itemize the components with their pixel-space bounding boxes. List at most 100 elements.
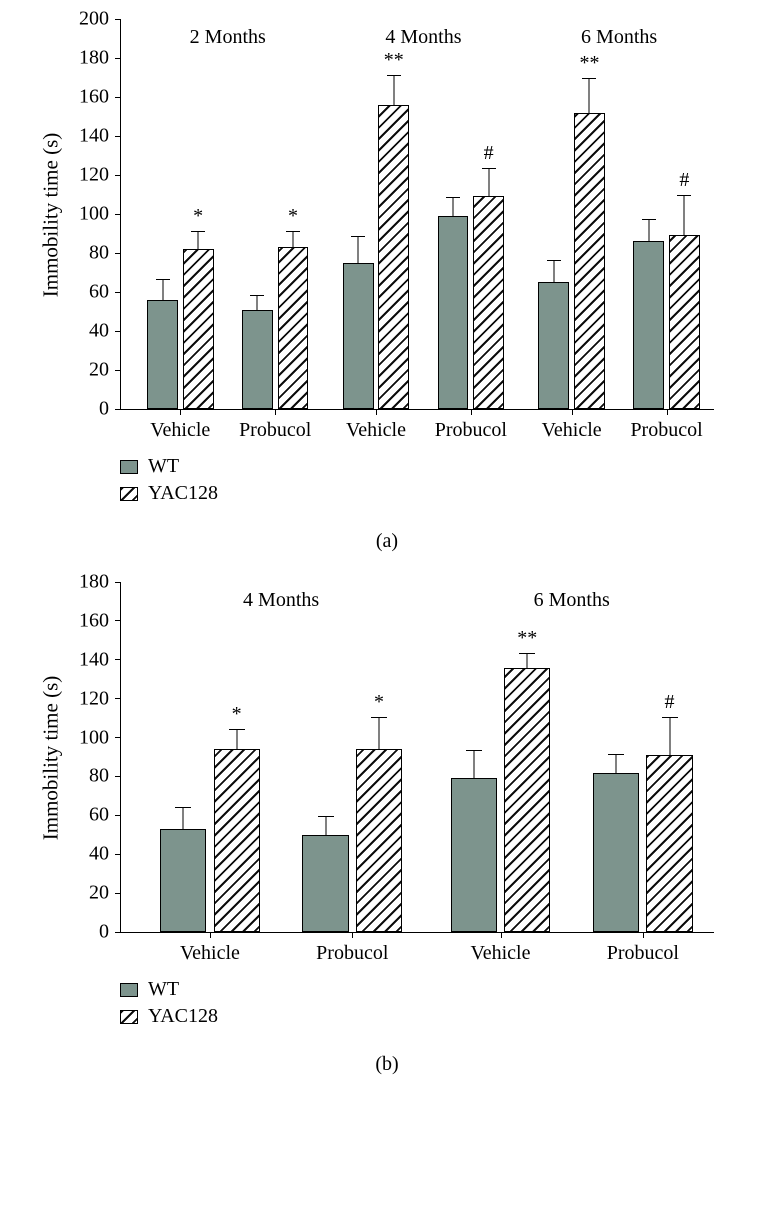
error-cap	[608, 754, 624, 755]
x-tick-label: Probucol	[316, 942, 388, 965]
bar-wt	[438, 216, 469, 409]
bar-yac128	[646, 755, 692, 932]
chart-a: Immobility time (s) 02040608010012014016…	[30, 20, 744, 553]
error-bar	[292, 232, 293, 248]
legend-label: YAC128	[148, 1005, 218, 1028]
hatch-pattern	[378, 105, 409, 409]
error-cap	[371, 717, 387, 718]
error-bar	[684, 196, 685, 235]
y-tick-label: 180	[79, 47, 109, 70]
x-tick-label: Probucol	[607, 942, 679, 965]
error-bar	[488, 169, 489, 196]
hatch-pattern	[504, 668, 550, 932]
bar-wt	[538, 282, 569, 409]
x-tick	[643, 932, 644, 938]
bar-yac128	[356, 749, 402, 932]
hatch-pattern	[646, 755, 692, 932]
error-cap	[387, 75, 401, 76]
time-group-label: 4 Months	[243, 589, 319, 612]
y-tick-label: 160	[79, 609, 109, 632]
bar-yac128	[504, 668, 550, 932]
error-cap	[677, 195, 691, 196]
error-cap	[482, 168, 496, 169]
hatch-pattern	[574, 113, 605, 409]
error-cap	[519, 653, 535, 654]
y-tick-label: 140	[79, 648, 109, 671]
x-tick-label: Vehicle	[471, 942, 531, 965]
error-bar	[648, 220, 649, 241]
x-tick-label: Probucol	[630, 419, 702, 442]
bar-yac128	[669, 235, 700, 409]
error-bar	[473, 751, 474, 778]
x-tick-label: Vehicle	[346, 419, 406, 442]
y-tick-label: 40	[89, 320, 109, 343]
x-tick-label: Vehicle	[180, 942, 240, 965]
legend-item: YAC128	[120, 482, 744, 505]
y-tick-label: 80	[89, 242, 109, 265]
y-axis-label: Immobility time (s)	[39, 132, 64, 296]
x-tick	[501, 932, 502, 938]
significance-marker: **	[579, 52, 599, 75]
error-cap	[229, 729, 245, 730]
error-bar	[589, 79, 590, 112]
error-cap	[547, 260, 561, 261]
error-bar	[669, 718, 670, 755]
y-tick-label: 100	[79, 203, 109, 226]
bar-yac128	[473, 196, 504, 409]
hatch-pattern	[356, 749, 402, 932]
error-cap	[175, 807, 191, 808]
error-cap	[318, 816, 334, 817]
subplot-label: (b)	[30, 1053, 744, 1076]
error-bar	[198, 232, 199, 250]
error-bar	[378, 718, 379, 749]
error-bar	[453, 198, 454, 216]
bar-wt	[302, 835, 348, 932]
legend-swatch-wt	[120, 983, 138, 997]
bar-wt	[242, 310, 273, 409]
plot-region: 4 Months6 MonthsVehicleProbucolVehiclePr…	[121, 583, 714, 932]
significance-marker: **	[384, 49, 404, 72]
plot-region: 2 Months4 Months6 MonthsVehicleProbucolV…	[121, 20, 714, 409]
time-group-label: 4 Months	[385, 26, 461, 49]
time-group-label: 2 Months	[190, 26, 266, 49]
error-cap	[446, 197, 460, 198]
x-tick-label: Vehicle	[542, 419, 602, 442]
error-cap	[662, 717, 678, 718]
y-tick-label: 100	[79, 726, 109, 749]
y-tick-label: 60	[89, 281, 109, 304]
y-tick-label: 40	[89, 843, 109, 866]
error-bar	[393, 76, 394, 105]
y-tick-label: 20	[89, 359, 109, 382]
y-tick-label: 120	[79, 687, 109, 710]
x-tick-label: Probucol	[239, 419, 311, 442]
significance-marker: #	[484, 142, 494, 165]
error-bar	[236, 730, 237, 749]
hatch-pattern	[183, 249, 214, 409]
y-tick-label: 200	[79, 8, 109, 31]
legend-label: WT	[148, 455, 179, 478]
significance-marker: **	[517, 627, 537, 650]
legend: WT YAC128	[120, 455, 744, 505]
chart-b-plot-area: Immobility time (s) 02040608010012014016…	[120, 583, 714, 933]
x-tick	[180, 409, 181, 415]
x-tick-label: Probucol	[435, 419, 507, 442]
chart-b: Immobility time (s) 02040608010012014016…	[30, 583, 744, 1076]
bar-wt	[160, 829, 206, 932]
error-bar	[616, 755, 617, 773]
bar-wt	[593, 773, 639, 932]
error-bar	[257, 296, 258, 310]
time-group-label: 6 Months	[534, 589, 610, 612]
y-tick-label: 0	[99, 398, 109, 421]
x-tick	[352, 932, 353, 938]
bar-yac128	[183, 249, 214, 409]
legend-label: WT	[148, 978, 179, 1001]
error-cap	[286, 231, 300, 232]
time-group-label: 6 Months	[581, 26, 657, 49]
chart-a-plot-area: Immobility time (s) 02040608010012014016…	[120, 20, 714, 410]
hatch-pattern	[473, 196, 504, 409]
x-tick	[210, 932, 211, 938]
legend-item: WT	[120, 455, 744, 478]
x-tick	[572, 409, 573, 415]
significance-marker: *	[374, 691, 384, 714]
error-cap	[156, 279, 170, 280]
